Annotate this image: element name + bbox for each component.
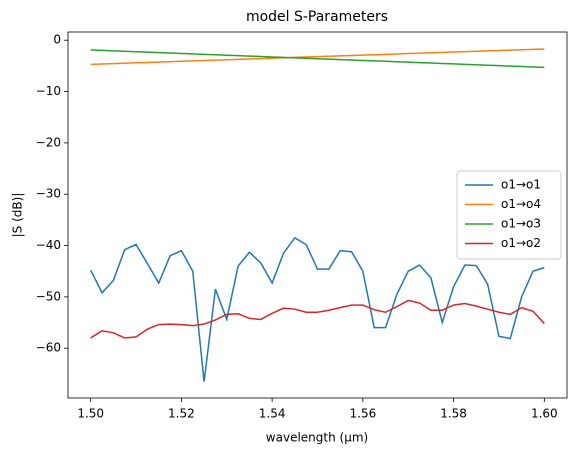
legend-label: o1→o1 — [501, 178, 541, 192]
y-tick-label: −50 — [36, 289, 61, 303]
x-tick-label: 1.58 — [440, 407, 467, 421]
x-tick-label: 1.50 — [77, 407, 104, 421]
x-tick-label: 1.60 — [531, 407, 558, 421]
series-line — [90, 49, 545, 69]
plot-frame — [67, 31, 568, 399]
chart-title: model S-Parameters — [246, 9, 388, 25]
legend-label: o1→o4 — [501, 197, 541, 211]
x-tick-label: 1.52 — [168, 407, 195, 421]
x-tick-label: 1.54 — [259, 407, 286, 421]
y-tick-label: −20 — [36, 135, 61, 149]
y-axis-label: |S (dB)| — [11, 193, 25, 238]
y-tick-label: 0 — [53, 33, 61, 47]
series-line — [90, 299, 545, 339]
y-tick-label: −60 — [36, 341, 61, 355]
legend-label: o1→o2 — [501, 236, 541, 250]
series-line — [90, 236, 545, 382]
y-tick-label: −10 — [36, 84, 61, 98]
legend-box — [456, 170, 562, 260]
y-tick-label: −30 — [36, 187, 61, 201]
x-tick-label: 1.56 — [350, 407, 377, 421]
x-axis-label: wavelength (µm) — [266, 431, 368, 445]
legend: o1→o1 o1→o4 o1→o3 o1→o2 — [456, 170, 562, 260]
y-tick-label: −40 — [36, 238, 61, 252]
legend-label: o1→o3 — [501, 217, 541, 231]
series-line — [90, 48, 545, 66]
